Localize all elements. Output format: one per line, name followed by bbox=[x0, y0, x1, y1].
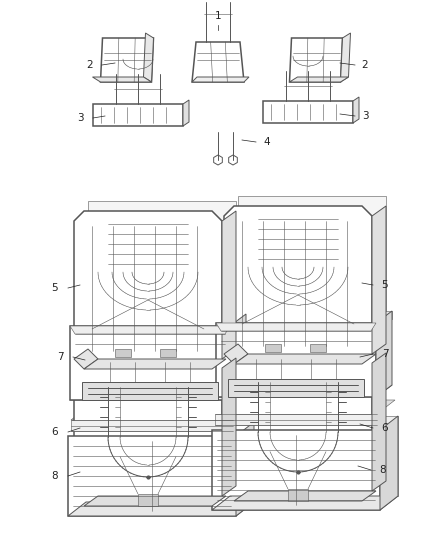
Text: 1: 1 bbox=[215, 11, 221, 21]
Polygon shape bbox=[228, 379, 364, 397]
Polygon shape bbox=[263, 101, 353, 123]
Polygon shape bbox=[70, 326, 230, 400]
Text: 4: 4 bbox=[264, 137, 270, 147]
Text: 8: 8 bbox=[380, 465, 386, 475]
Polygon shape bbox=[380, 416, 398, 510]
Polygon shape bbox=[215, 400, 395, 414]
Polygon shape bbox=[192, 77, 249, 82]
Polygon shape bbox=[215, 414, 377, 425]
Polygon shape bbox=[340, 33, 350, 82]
Polygon shape bbox=[310, 344, 326, 352]
Polygon shape bbox=[224, 353, 372, 501]
Polygon shape bbox=[222, 211, 236, 359]
Polygon shape bbox=[216, 323, 376, 331]
Polygon shape bbox=[84, 496, 226, 506]
Polygon shape bbox=[214, 155, 223, 165]
Polygon shape bbox=[376, 311, 392, 397]
Text: 7: 7 bbox=[57, 352, 64, 362]
Text: 2: 2 bbox=[362, 60, 368, 70]
Polygon shape bbox=[224, 344, 248, 364]
Text: 3: 3 bbox=[362, 111, 368, 121]
Polygon shape bbox=[100, 38, 153, 82]
Polygon shape bbox=[224, 206, 372, 364]
Polygon shape bbox=[230, 314, 246, 400]
Text: 6: 6 bbox=[381, 423, 389, 433]
Text: 7: 7 bbox=[381, 349, 389, 359]
Text: 3: 3 bbox=[77, 113, 83, 123]
Polygon shape bbox=[192, 42, 244, 82]
Polygon shape bbox=[216, 385, 392, 397]
Polygon shape bbox=[70, 388, 246, 400]
Polygon shape bbox=[70, 326, 230, 334]
Polygon shape bbox=[212, 430, 380, 510]
Text: 2: 2 bbox=[87, 60, 93, 70]
Polygon shape bbox=[183, 100, 189, 126]
Polygon shape bbox=[372, 206, 386, 354]
Polygon shape bbox=[115, 349, 131, 357]
Polygon shape bbox=[74, 211, 222, 369]
Text: 5: 5 bbox=[381, 280, 389, 290]
Polygon shape bbox=[288, 489, 308, 501]
Polygon shape bbox=[82, 382, 218, 400]
Polygon shape bbox=[71, 420, 233, 431]
Polygon shape bbox=[238, 196, 386, 354]
Polygon shape bbox=[84, 359, 226, 369]
Polygon shape bbox=[234, 354, 376, 364]
Polygon shape bbox=[68, 502, 254, 516]
Text: 6: 6 bbox=[52, 427, 58, 437]
Polygon shape bbox=[290, 77, 349, 82]
Polygon shape bbox=[232, 311, 392, 319]
Polygon shape bbox=[74, 349, 98, 369]
Polygon shape bbox=[74, 358, 222, 506]
Polygon shape bbox=[234, 491, 376, 501]
Polygon shape bbox=[265, 344, 281, 352]
Polygon shape bbox=[230, 416, 398, 496]
Polygon shape bbox=[212, 496, 398, 510]
Polygon shape bbox=[93, 104, 183, 126]
Polygon shape bbox=[353, 97, 359, 123]
Polygon shape bbox=[68, 436, 236, 516]
Text: 5: 5 bbox=[52, 283, 58, 293]
Polygon shape bbox=[138, 494, 158, 506]
Polygon shape bbox=[290, 38, 343, 82]
Polygon shape bbox=[92, 77, 152, 82]
Text: 8: 8 bbox=[52, 471, 58, 481]
Polygon shape bbox=[222, 358, 236, 496]
Polygon shape bbox=[86, 422, 254, 502]
Polygon shape bbox=[236, 422, 254, 516]
Polygon shape bbox=[86, 314, 246, 322]
Polygon shape bbox=[216, 323, 376, 397]
Polygon shape bbox=[372, 353, 386, 491]
Polygon shape bbox=[144, 33, 153, 82]
Polygon shape bbox=[160, 349, 176, 357]
Polygon shape bbox=[88, 201, 236, 359]
Polygon shape bbox=[229, 155, 237, 165]
Polygon shape bbox=[71, 406, 251, 420]
